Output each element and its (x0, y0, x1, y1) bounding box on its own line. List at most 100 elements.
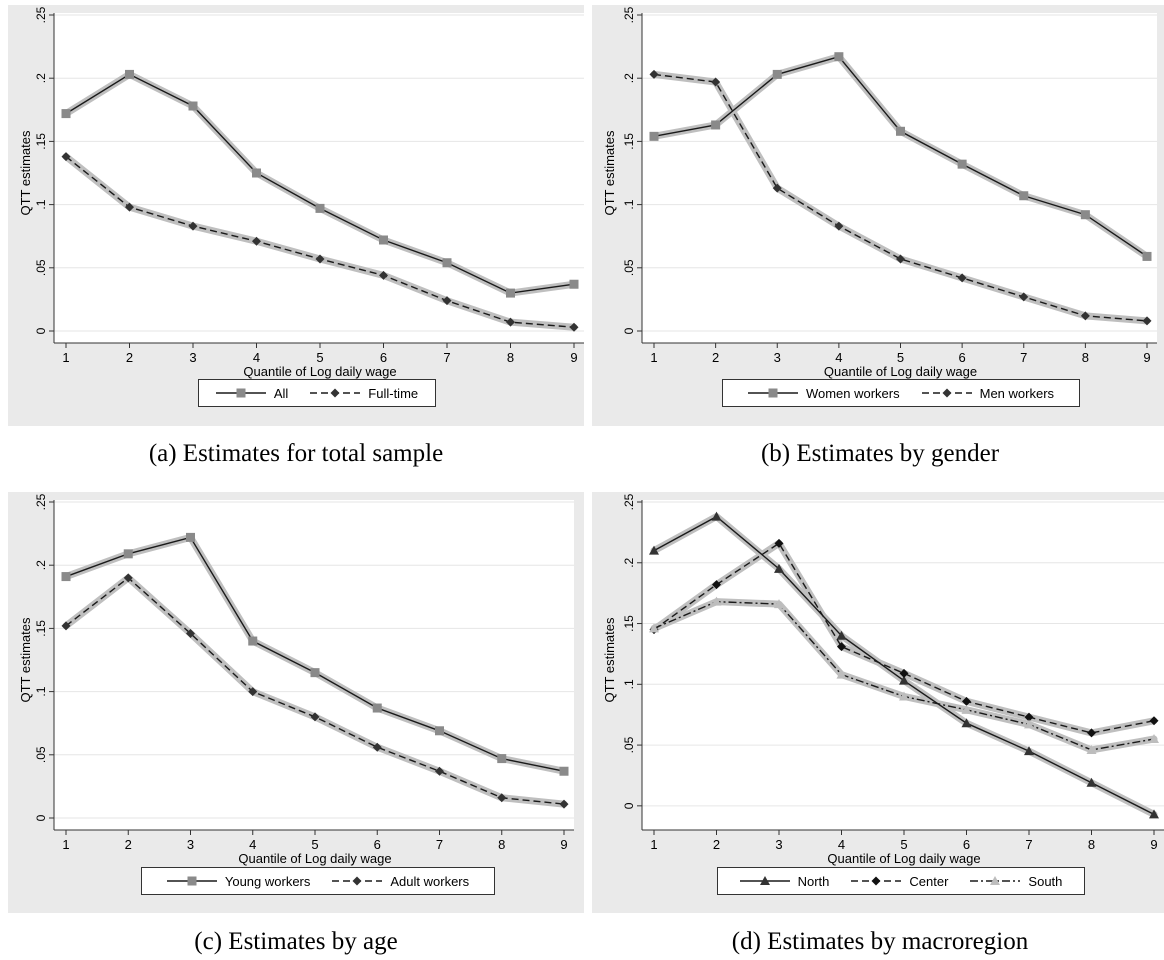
data-point (310, 712, 320, 722)
legend-marker (871, 876, 881, 886)
chart-panel-a: 0 .05 .1 .15 .2 .25 1 2 3 4 5 6 7 8 9 Quantile of Log d… (8, 5, 584, 426)
data-point (711, 596, 722, 606)
data-point (649, 623, 659, 633)
data-point (1086, 777, 1097, 787)
x-tick-label: 9 (570, 350, 577, 365)
y-axis-title: QTT estimates (18, 617, 33, 703)
legend-swatch (970, 876, 1021, 885)
data-point (961, 718, 972, 728)
data-point (497, 754, 507, 764)
chart-svg-b: 0 .05 .1 .15 .2 .25 1 2 3 4 5 6 7 8 9 Quantile of Log d… (602, 6, 1157, 379)
y-tick-label: .1 (34, 686, 48, 696)
y-tick-label: .15 (622, 133, 636, 150)
data-point (649, 545, 659, 555)
x-tick-label: 3 (774, 350, 781, 365)
data-point (1149, 809, 1159, 819)
legend-a: All Full-time (198, 379, 436, 407)
x-tick-label: 6 (959, 350, 966, 365)
data-point (569, 322, 579, 332)
data-point (61, 109, 71, 119)
y-tick-label: .1 (34, 199, 48, 209)
x-tick-label: 9 (1150, 837, 1157, 852)
data-point (186, 532, 195, 542)
data-point (649, 69, 659, 79)
data-point (712, 580, 721, 590)
legend-marker (330, 388, 340, 398)
data-point (899, 668, 909, 678)
legend-item: Full-time (310, 386, 418, 401)
caption-a: (a) Estimates for total sample (148, 440, 444, 467)
legend-label: All (273, 385, 289, 401)
x-tick-label: 8 (507, 350, 514, 365)
data-point (435, 766, 444, 776)
plot-area (642, 13, 1157, 343)
legend-swatch (739, 876, 790, 885)
y-tick-label: 0 (622, 802, 636, 809)
data-point (186, 628, 195, 638)
legend-swatch (166, 876, 217, 886)
data-point (1087, 728, 1096, 738)
legend-swatch (747, 388, 798, 398)
series-line (653, 73, 1148, 322)
data-point (379, 270, 388, 280)
data-point (372, 742, 382, 752)
y-tick-label: 0 (34, 327, 48, 334)
data-point (310, 668, 320, 678)
legend-marker (352, 876, 362, 886)
y-tick-label: .05 (622, 259, 636, 276)
data-point (252, 168, 261, 178)
legend-marker (990, 876, 1001, 885)
legend-label: Center (909, 873, 949, 889)
data-point (559, 799, 569, 809)
x-tick-label: 7 (443, 350, 450, 365)
x-tick-label: 4 (835, 350, 842, 365)
legend-marker (768, 388, 778, 398)
data-point (497, 793, 507, 803)
data-point (1024, 712, 1034, 722)
x-tick-label: 6 (380, 350, 387, 365)
x-tick-label: 7 (1020, 350, 1027, 365)
x-tick-label: 5 (311, 837, 318, 852)
data-point (61, 152, 71, 162)
y-tick-label: .25 (34, 493, 48, 510)
data-point (899, 675, 909, 685)
data-point (899, 691, 909, 701)
x-tick-label: 4 (253, 350, 260, 365)
x-tick-label: 6 (963, 837, 970, 852)
y-tick-label: .15 (622, 615, 636, 632)
legend-marker (942, 388, 952, 398)
x-tick-label: 3 (187, 837, 194, 852)
x-tick-label: 7 (1025, 837, 1032, 852)
legend-d: North Center South (717, 867, 1085, 895)
data-point (834, 52, 844, 62)
y-tick-label: .25 (622, 493, 636, 510)
y-tick-label: 0 (622, 327, 636, 334)
data-point (442, 258, 452, 268)
x-axis-title: Quantile of Log daily wage (824, 364, 977, 379)
y-tick-label: .25 (622, 6, 636, 23)
legend-marker (236, 388, 246, 398)
chart-panel-b: 0 .05 .1 .15 .2 .25 1 2 3 4 5 6 7 8 9 Quantile of Log d… (592, 5, 1164, 426)
data-point (957, 159, 967, 169)
legend-item: Young workers (166, 874, 310, 889)
data-point (896, 126, 905, 136)
data-point (962, 696, 971, 706)
data-point (1149, 716, 1159, 726)
y-tick-label: .05 (622, 736, 636, 753)
legend-swatch (215, 388, 266, 398)
data-point (435, 726, 444, 736)
x-tick-label: 3 (775, 837, 782, 852)
y-axis-title: QTT estimates (18, 130, 33, 216)
legend-item: Women workers (747, 386, 900, 401)
data-point (1080, 311, 1090, 321)
chart-svg-a: 0 .05 .1 .15 .2 .25 1 2 3 4 5 6 7 8 9 Quantile of Log d… (18, 6, 584, 379)
x-tick-label: 2 (712, 350, 719, 365)
legend-label: South (1028, 873, 1063, 889)
data-point (506, 288, 515, 298)
data-point (372, 703, 382, 713)
legend-item: North (739, 874, 829, 889)
legend-item: Adult workers (332, 874, 469, 889)
data-point (774, 599, 784, 609)
data-point (315, 203, 325, 213)
x-tick-label: 6 (374, 837, 381, 852)
